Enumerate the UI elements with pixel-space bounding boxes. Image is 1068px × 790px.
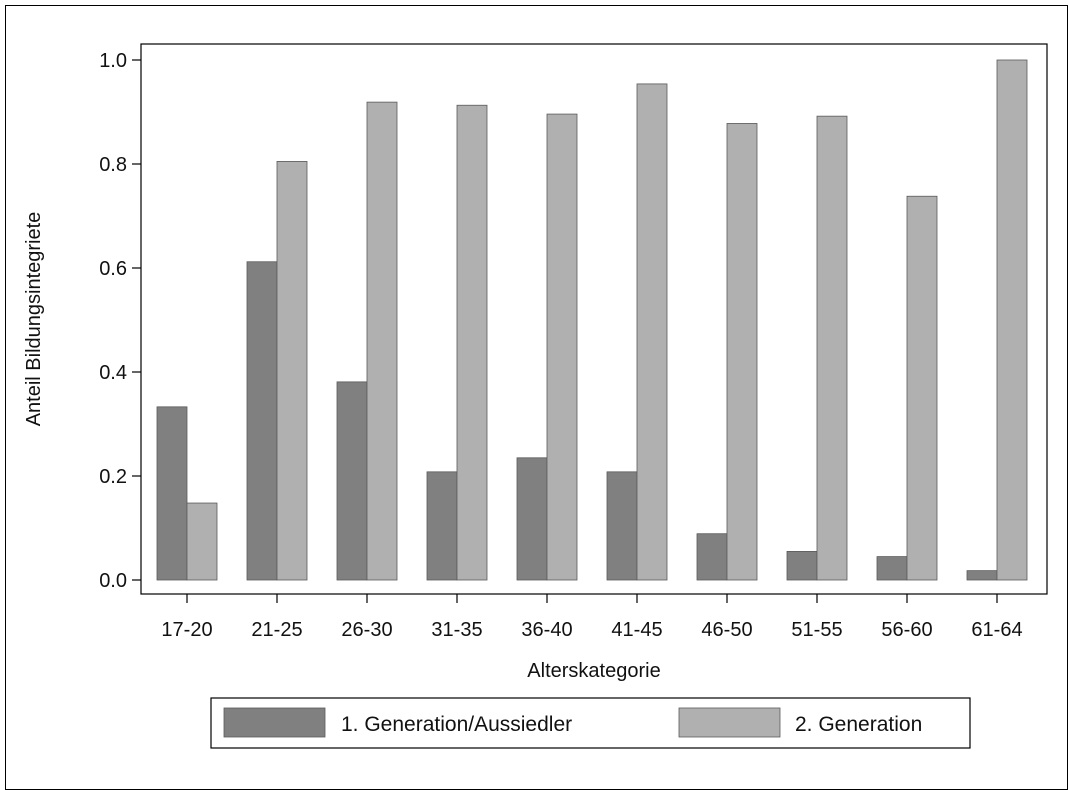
bar-gen2-21-25 bbox=[276, 160, 308, 581]
x-axis: 17-20 21-25 26-30 31-35 36-40 41-45 46-50 51-55… bbox=[161, 594, 1023, 641]
bar-gen1-46-50 bbox=[696, 533, 728, 581]
bar-gen2-46-50 bbox=[726, 123, 758, 581]
bars-group bbox=[156, 59, 1028, 581]
bar-gen2-36-40 bbox=[546, 113, 578, 581]
x-tick-label: 56-60 bbox=[881, 619, 932, 641]
legend-swatch bbox=[678, 707, 781, 738]
bar-gen2-31-35 bbox=[456, 104, 488, 581]
bar-gen2-61-64 bbox=[996, 59, 1028, 581]
y-axis: 0.0 0.2 0.4 0.6 0.8 1.0 bbox=[99, 50, 141, 592]
x-tick-label: 17-20 bbox=[161, 619, 212, 641]
legend-box bbox=[210, 697, 971, 749]
legend-label: 1. Generation/Aussiedler bbox=[341, 713, 572, 736]
y-tick-label: 0.6 bbox=[99, 258, 127, 280]
x-axis-title: Alterskategorie bbox=[527, 660, 660, 682]
y-axis-title: Anteil Bildungsintegriete bbox=[23, 212, 45, 427]
bar-gen1-31-35 bbox=[426, 471, 458, 581]
x-tick-label: 51-55 bbox=[791, 619, 842, 641]
x-tick-label: 41-45 bbox=[611, 619, 662, 641]
bar-gen1-41-45 bbox=[606, 471, 638, 581]
bar-gen2-51-55 bbox=[816, 115, 848, 581]
bar-gen1-61-64 bbox=[966, 570, 998, 581]
bar-gen1-51-55 bbox=[786, 551, 818, 581]
x-tick-label: 31-35 bbox=[431, 619, 482, 641]
x-tick-label: 21-25 bbox=[251, 619, 302, 641]
x-tick-label: 26-30 bbox=[341, 619, 392, 641]
legend-swatch bbox=[223, 707, 326, 738]
bar-gen1-56-60 bbox=[876, 556, 908, 581]
y-tick-label: 1.0 bbox=[99, 50, 127, 72]
y-tick-label: 0.4 bbox=[99, 362, 127, 384]
bar-gen2-17-20 bbox=[186, 502, 218, 581]
bar-gen2-41-45 bbox=[636, 83, 668, 581]
x-tick-label: 61-64 bbox=[971, 619, 1022, 641]
legend: 1. Generation/Aussiedler 2. Generation bbox=[210, 697, 971, 749]
y-tick-label: 0.0 bbox=[99, 570, 127, 592]
bar-gen1-36-40 bbox=[516, 457, 548, 581]
y-tick-label: 0.8 bbox=[99, 154, 127, 176]
x-tick-label: 36-40 bbox=[521, 619, 572, 641]
y-tick-label: 0.2 bbox=[99, 466, 127, 488]
x-tick-label: 46-50 bbox=[701, 619, 752, 641]
bar-gen2-26-30 bbox=[366, 101, 398, 581]
bar-gen1-17-20 bbox=[156, 406, 188, 581]
bar-gen2-56-60 bbox=[906, 195, 938, 581]
legend-label: 2. Generation bbox=[795, 713, 922, 736]
bar-gen1-21-25 bbox=[246, 261, 278, 581]
bar-gen1-26-30 bbox=[336, 381, 368, 581]
